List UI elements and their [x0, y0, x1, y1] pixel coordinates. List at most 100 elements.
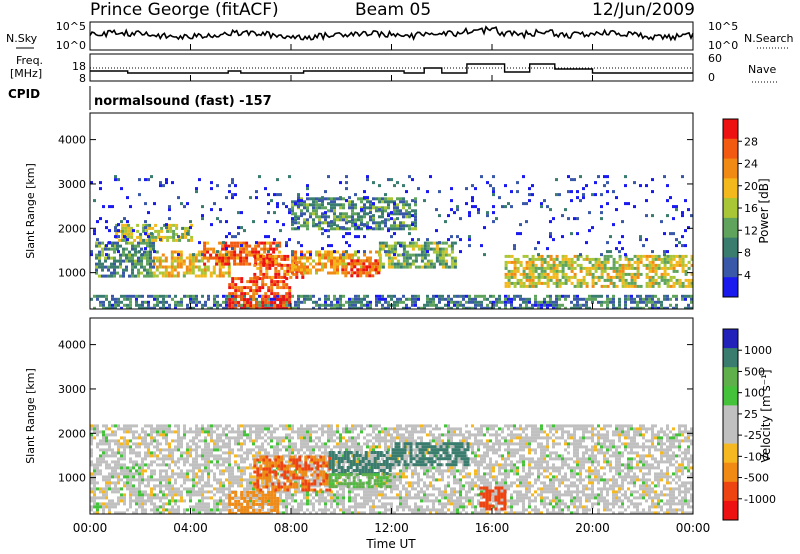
heatmap-cell — [330, 260, 333, 263]
heatmap-cell — [498, 295, 501, 298]
heatmap-cell — [474, 301, 477, 304]
heatmap-cell — [123, 451, 126, 454]
heatmap-cell — [510, 205, 513, 208]
heatmap-cell — [206, 248, 209, 251]
heatmap-cell — [318, 199, 321, 202]
heatmap-cell — [190, 239, 193, 242]
heatmap-cell — [300, 244, 303, 247]
heatmap-cell — [228, 481, 231, 484]
heatmap-cell — [145, 239, 148, 242]
heatmap-cell — [435, 229, 438, 232]
heatmap-cell — [558, 193, 561, 196]
heatmap-cell — [111, 469, 114, 472]
heatmap-cell — [184, 236, 187, 239]
heatmap-cell — [315, 209, 318, 212]
heatmap-cell — [315, 304, 318, 307]
heatmap-cell — [303, 427, 306, 430]
heatmap-cell — [150, 460, 153, 463]
heatmap-cell — [544, 267, 547, 270]
heatmap-cell — [237, 304, 240, 307]
heatmap-cell — [339, 226, 342, 229]
heatmap-cell — [262, 255, 265, 258]
heatmap-cell — [330, 436, 333, 439]
heatmap-cell — [523, 273, 526, 276]
heatmap-cell — [207, 266, 210, 269]
heatmap-cell — [634, 276, 637, 279]
heatmap-cell — [255, 499, 258, 502]
heatmap-cell — [259, 267, 262, 270]
heatmap-cell — [535, 264, 538, 267]
heatmap-cell — [132, 499, 135, 502]
heatmap-cell — [143, 266, 146, 269]
heatmap-cell — [225, 301, 228, 304]
heatmap-cell — [391, 257, 394, 260]
heatmap-cell — [198, 478, 201, 481]
heatmap-cell — [135, 478, 138, 481]
heatmap-cell — [306, 433, 309, 436]
heatmap-cell — [438, 190, 441, 193]
heatmap-cell — [505, 267, 508, 270]
heatmap-cell — [225, 460, 228, 463]
heatmap-cell — [562, 276, 565, 279]
heatmap-cell — [342, 218, 345, 221]
heatmap-cell — [442, 254, 445, 257]
heatmap-cell — [243, 460, 246, 463]
heatmap-cell — [95, 266, 98, 269]
heatmap-cell — [430, 263, 433, 266]
heatmap-cell — [192, 460, 195, 463]
heatmap-cell — [576, 298, 579, 301]
heatmap-cell — [246, 448, 249, 451]
heatmap-cell — [156, 269, 159, 272]
heatmap-cell — [249, 463, 252, 466]
heatmap-cell — [219, 436, 222, 439]
heatmap-cell — [591, 193, 594, 196]
heatmap-cell — [163, 236, 166, 239]
heatmap-cell — [625, 282, 628, 285]
heatmap-cell — [471, 301, 474, 304]
heatmap-cell — [321, 227, 324, 230]
heatmap-cell — [231, 478, 234, 481]
heatmap-cell — [174, 439, 177, 442]
heatmap-cell — [263, 248, 266, 251]
heatmap-cell — [418, 245, 421, 248]
heatmap-cell — [246, 280, 249, 283]
heatmap-cell — [174, 424, 177, 427]
heatmap-cell — [227, 260, 230, 263]
heatmap-cell — [213, 508, 216, 511]
heatmap-cell — [165, 484, 168, 487]
heatmap-cell — [562, 255, 565, 258]
heatmap-cell — [339, 433, 342, 436]
heatmap-cell — [180, 451, 183, 454]
heatmap-cell — [283, 255, 286, 258]
heatmap-cell — [592, 279, 595, 282]
heatmap-cell — [306, 442, 309, 445]
heatmap-cell — [471, 298, 474, 301]
heatmap-cell — [165, 454, 168, 457]
heatmap-cell — [264, 448, 267, 451]
heatmap-cell — [120, 493, 123, 496]
heatmap-cell — [465, 187, 468, 190]
heatmap-cell — [189, 454, 192, 457]
heatmap-cell — [255, 196, 258, 199]
heatmap-cell — [321, 254, 324, 257]
heatmap-cell — [266, 242, 269, 245]
heatmap-cell — [201, 457, 204, 460]
heatmap-cell — [682, 267, 685, 270]
heatmap-cell — [198, 260, 201, 263]
heatmap-cell — [375, 206, 378, 209]
heatmap-cell — [315, 212, 318, 215]
heatmap-cell — [245, 245, 248, 248]
heatmap-cell — [453, 295, 456, 298]
heatmap-cell — [351, 490, 354, 493]
heatmap-cell — [144, 439, 147, 442]
heatmap-cell — [153, 508, 156, 511]
heatmap-cell — [375, 436, 378, 439]
heatmap-cell — [279, 502, 282, 505]
heatmap-cell — [379, 242, 382, 245]
heatmap-cell — [520, 285, 523, 288]
heatmap-cell — [219, 508, 222, 511]
heatmap-cell — [571, 276, 574, 279]
heatmap-cell — [532, 270, 535, 273]
heatmap-cell — [541, 276, 544, 279]
heatmap-cell — [207, 457, 210, 460]
